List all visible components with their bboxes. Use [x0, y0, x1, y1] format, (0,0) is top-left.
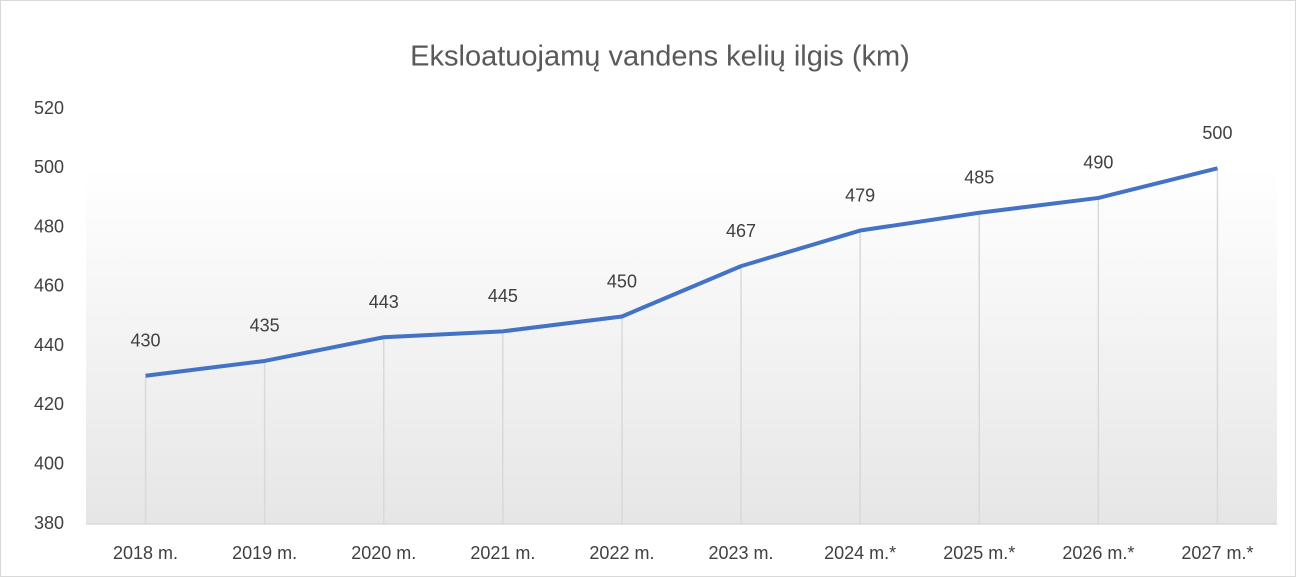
chart-title: Eksloatuojamų vandens kelių ilgis (km) [410, 41, 910, 73]
data-label: 479 [845, 185, 875, 205]
y-tick-label: 480 [34, 216, 64, 236]
data-label: 450 [607, 271, 637, 291]
x-tick-label: 2021 m. [470, 543, 535, 563]
data-label: 445 [488, 286, 518, 306]
x-tick-label: 2027 m.* [1181, 543, 1253, 563]
y-tick-label: 400 [34, 453, 64, 473]
data-label: 467 [726, 221, 756, 241]
x-tick-label: 2019 m. [232, 543, 297, 563]
data-label: 430 [131, 331, 161, 351]
y-tick-label: 420 [34, 394, 64, 414]
y-tick-label: 460 [34, 276, 64, 296]
x-tick-label: 2025 m.* [943, 543, 1015, 563]
plot-background [86, 168, 1277, 524]
x-tick-label: 2024 m.* [824, 543, 896, 563]
x-tick-label: 2022 m. [589, 543, 654, 563]
y-tick-label: 380 [34, 513, 64, 533]
x-tick-label: 2023 m. [709, 543, 774, 563]
x-tick-label: 2026 m.* [1062, 543, 1134, 563]
x-tick-label: 2020 m. [351, 543, 416, 563]
y-tick-label: 440 [34, 335, 64, 355]
data-label: 500 [1202, 123, 1232, 143]
series-line [145, 166, 1218, 378]
y-tick-label: 520 [34, 98, 64, 118]
data-label: 485 [964, 168, 994, 188]
data-label: 443 [369, 292, 399, 312]
data-label: 490 [1083, 153, 1113, 173]
data-label: 435 [250, 316, 280, 336]
y-tick-label: 500 [34, 157, 64, 177]
x-tick-label: 2018 m. [113, 543, 178, 563]
